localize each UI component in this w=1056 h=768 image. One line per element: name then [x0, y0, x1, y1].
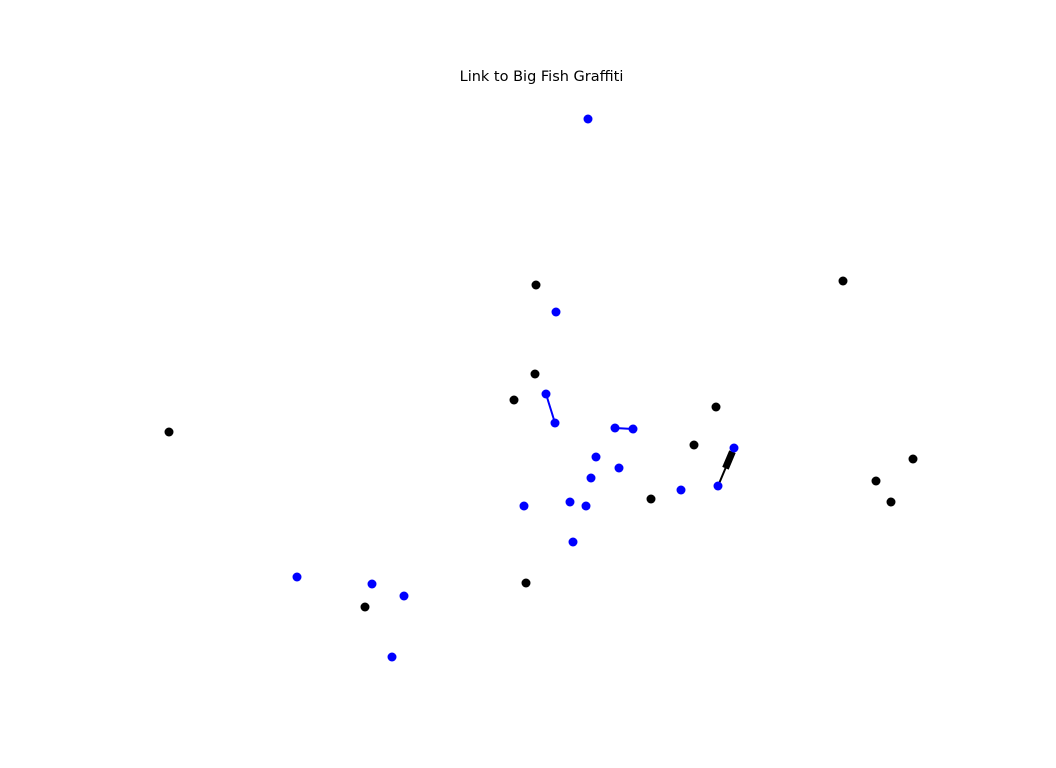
data-point	[164, 427, 174, 437]
data-point	[387, 652, 397, 662]
data-point	[581, 501, 591, 511]
data-point	[711, 402, 721, 412]
data-point	[610, 423, 620, 433]
data-point	[521, 578, 531, 588]
data-point	[871, 476, 881, 486]
data-point	[713, 481, 723, 491]
edge-arrowhead	[722, 450, 736, 470]
data-point	[838, 276, 848, 286]
data-point	[614, 463, 624, 473]
data-point	[586, 473, 596, 483]
data-point	[550, 418, 560, 428]
data-point	[551, 307, 561, 317]
data-point	[568, 537, 578, 547]
data-point	[367, 579, 377, 589]
chart-title: Link to Big Fish Graffiti	[459, 69, 624, 85]
data-point	[509, 395, 519, 405]
data-point	[689, 440, 699, 450]
data-point	[729, 443, 739, 453]
data-point	[292, 572, 302, 582]
data-point	[676, 485, 686, 495]
data-point	[399, 591, 409, 601]
data-point	[628, 424, 638, 434]
data-point	[908, 454, 918, 464]
data-point	[591, 452, 601, 462]
edge-line	[545, 393, 556, 424]
data-point	[530, 369, 540, 379]
data-point	[646, 494, 656, 504]
data-point	[886, 497, 896, 507]
data-point	[541, 389, 551, 399]
data-point	[519, 501, 529, 511]
data-point	[360, 602, 370, 612]
data-point	[583, 114, 593, 124]
data-point	[531, 280, 541, 290]
data-point	[565, 497, 575, 507]
